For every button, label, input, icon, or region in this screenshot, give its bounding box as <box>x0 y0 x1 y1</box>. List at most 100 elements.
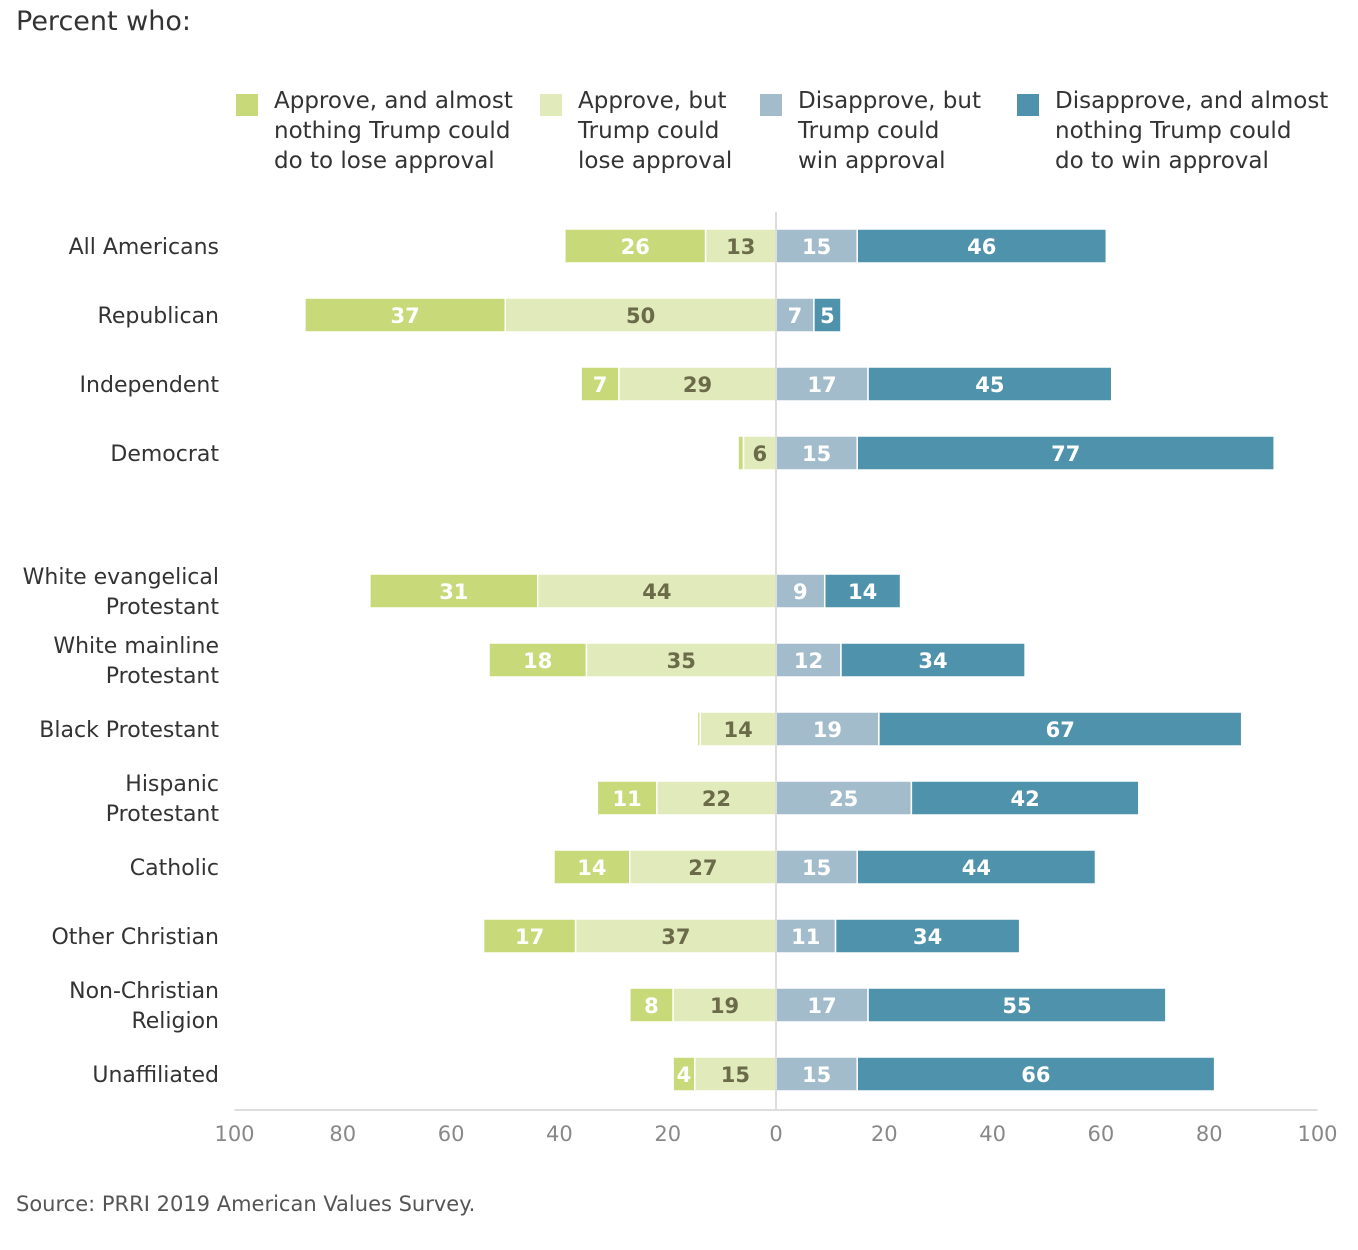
bar-segment <box>775 918 837 954</box>
data-label: 11 <box>791 925 820 949</box>
data-label: 77 <box>1051 442 1080 466</box>
x-tick-label: 80 <box>329 1122 356 1146</box>
legend-item-3: Disapprove, but Trump could win approval <box>760 86 981 176</box>
bar-segment <box>742 435 777 471</box>
data-label: 4 <box>677 1063 692 1087</box>
legend-label: do to win approval <box>1055 148 1269 174</box>
data-label: 42 <box>1010 787 1039 811</box>
legend-label: do to lose approval <box>274 148 495 174</box>
data-label: 5 <box>820 304 835 328</box>
data-label: 27 <box>688 856 717 880</box>
bar-segment <box>553 849 631 885</box>
bar-segment <box>482 918 577 954</box>
data-label: 13 <box>726 235 755 259</box>
category-label: Catholic <box>130 856 219 881</box>
data-label: 15 <box>802 856 831 880</box>
data-label: 14 <box>723 718 752 742</box>
bar-segment <box>618 366 777 402</box>
data-label: 18 <box>523 649 552 673</box>
data-label: 17 <box>807 994 836 1018</box>
data-label: 26 <box>621 235 650 259</box>
data-label: 34 <box>913 925 942 949</box>
bar-segment <box>775 987 869 1023</box>
data-label: 14 <box>848 580 877 604</box>
bar-segment <box>775 297 815 333</box>
bar-segment <box>775 780 913 816</box>
category-label: Unaffiliated <box>92 1063 219 1088</box>
bar-segment <box>823 573 902 609</box>
data-label: 19 <box>813 718 842 742</box>
legend-item-2: Approve, but Trump could lose approval <box>540 86 732 176</box>
data-label: 14 <box>577 856 606 880</box>
data-label: 31 <box>439 580 468 604</box>
data-label: 37 <box>390 304 419 328</box>
category-label: White mainline <box>53 634 219 659</box>
legend-label: Approve, but <box>578 88 727 114</box>
data-label: 46 <box>967 235 996 259</box>
data-label: 44 <box>962 856 991 880</box>
bar-segment <box>878 711 1243 747</box>
category-label: Protestant <box>106 802 220 827</box>
legend-label: win approval <box>798 148 946 174</box>
bar-segment <box>856 435 1275 471</box>
data-label: 55 <box>1002 994 1031 1018</box>
data-label: 44 <box>642 580 671 604</box>
bar-segment <box>856 228 1108 264</box>
data-label: 50 <box>626 304 655 328</box>
data-label: 25 <box>829 787 858 811</box>
x-tick-label: 0 <box>769 1122 782 1146</box>
x-tick-label: 100 <box>214 1122 254 1146</box>
data-label: 35 <box>667 649 696 673</box>
bar-segment <box>629 849 777 885</box>
x-tick-label: 20 <box>654 1122 681 1146</box>
data-label: 7 <box>788 304 803 328</box>
legend-swatch-3 <box>760 94 782 116</box>
bar-segment <box>672 987 777 1023</box>
bar-segment <box>775 642 842 678</box>
bar-segment <box>910 780 1140 816</box>
x-tick-label: 60 <box>438 1122 465 1146</box>
bar-segment <box>737 435 745 471</box>
legend-label: nothing Trump could <box>1055 118 1292 144</box>
legend-swatch-4 <box>1017 94 1039 116</box>
data-label: 15 <box>802 442 831 466</box>
x-tick-label: 40 <box>546 1122 573 1146</box>
x-tick-label: 40 <box>979 1122 1006 1146</box>
legend-swatch-1 <box>236 94 258 116</box>
category-label: Black Protestant <box>39 718 219 743</box>
data-label: 9 <box>793 580 808 604</box>
legend-label: Trump could <box>578 118 720 144</box>
bar-segment <box>834 918 1021 954</box>
legend-item-1: Approve, and almost nothing Trump could do… <box>236 86 513 176</box>
source-note: Source: PRRI 2019 American Values Survey… <box>16 1192 476 1216</box>
category-label: Religion <box>131 1009 219 1034</box>
bar-segment <box>656 780 777 816</box>
bar-segment <box>867 987 1167 1023</box>
data-label: 37 <box>661 925 690 949</box>
bar-segment <box>867 366 1113 402</box>
category-label: Protestant <box>106 595 220 620</box>
bar-segment <box>304 297 506 333</box>
category-label: Protestant <box>106 664 220 689</box>
legend-label: Approve, and almost <box>274 88 513 114</box>
data-label: 12 <box>794 649 823 673</box>
data-label: 6 <box>752 442 767 466</box>
data-label: 67 <box>1046 718 1075 742</box>
category-label: Other Christian <box>51 925 219 950</box>
data-label: 11 <box>612 787 641 811</box>
data-label: 15 <box>802 235 831 259</box>
data-label: 8 <box>644 994 659 1018</box>
category-label: Non-Christian <box>69 979 219 1004</box>
x-tick-label: 100 <box>1297 1122 1337 1146</box>
data-label: 17 <box>515 925 544 949</box>
data-label: 17 <box>807 373 836 397</box>
data-label: 34 <box>918 649 947 673</box>
data-label: 29 <box>683 373 712 397</box>
x-tick-label: 60 <box>1088 1122 1115 1146</box>
legend-label: Trump could <box>798 118 940 144</box>
bar-segment <box>536 573 777 609</box>
legend-item-4: Disapprove, and almost nothing Trump coul… <box>1017 86 1328 176</box>
category-label: Republican <box>98 304 219 329</box>
bar-segment <box>775 849 858 885</box>
legend-label: nothing Trump could <box>274 118 511 144</box>
